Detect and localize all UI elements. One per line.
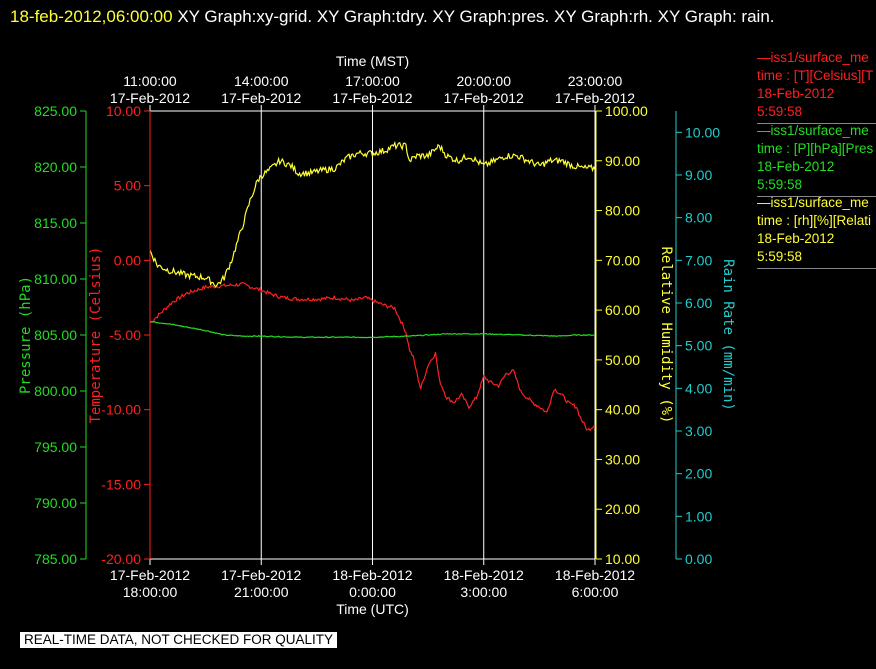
- legend-humidity-line4: 5:59:58: [757, 249, 803, 264]
- temperature-tick-label: -10.00: [101, 402, 141, 418]
- humidity-series-line: [149, 140, 596, 288]
- humidity-tick-label: 30.00: [605, 451, 640, 467]
- legend-separator: [757, 123, 876, 124]
- top-tick-time: 17:00:00: [345, 73, 400, 89]
- temperature-tick-label: -20.00: [101, 551, 141, 567]
- legend-pressure-line4: 5:59:58: [757, 177, 803, 192]
- top-tick-date: 17-Feb-2012: [110, 90, 190, 106]
- humidity-axis-label: Relative Humidity (%): [658, 246, 674, 423]
- top-tick-date: 17-Feb-2012: [221, 90, 301, 106]
- bottom-tick-date: 18-Feb-2012: [332, 567, 412, 583]
- temperature-tick-label: -5.00: [109, 327, 141, 343]
- legend-separator: [757, 196, 876, 197]
- humidity-tick-label: 10.00: [605, 551, 640, 567]
- bottom-tick-time: 21:00:00: [234, 584, 289, 600]
- rain-tick-label: 9.00: [685, 167, 712, 183]
- pressure-tick-label: 825.00: [34, 103, 77, 119]
- temperature-axis-label: Temperature (Celsius): [88, 246, 104, 423]
- rain-tick-label: 7.00: [685, 252, 712, 268]
- humidity-tick-label: 100.00: [605, 103, 648, 119]
- top-tick-time: 11:00:00: [123, 73, 177, 89]
- temperature-series-line: [149, 281, 596, 432]
- rain-tick-label: 10.00: [685, 124, 720, 140]
- top-tick-time: 23:00:00: [568, 73, 623, 89]
- legend-temperature-line3: 18-Feb-2012: [757, 86, 835, 101]
- bottom-tick-time: 3:00:00: [460, 584, 507, 600]
- rain-axis-label: Rain Rate (mm/min): [720, 259, 736, 411]
- legend-pressure-line2: time : [P][hPa][Pres: [757, 141, 874, 156]
- rain-tick-label: 5.00: [685, 338, 712, 354]
- pressure-tick-label: 820.00: [34, 159, 77, 175]
- pressure-series-line: [149, 321, 596, 339]
- pressure-tick-label: 795.00: [34, 439, 77, 455]
- humidity-tick-label: 40.00: [605, 402, 640, 418]
- legend-humidity: —iss1/surface_me time : [rh][%][Relati 1…: [757, 194, 876, 269]
- pressure-tick-label: 785.00: [34, 551, 77, 567]
- bottom-tick-time: 18:00:00: [123, 584, 178, 600]
- pressure-tick-label: 815.00: [34, 215, 77, 231]
- title-timestamp: 18-feb-2012,06:00:00: [10, 7, 173, 26]
- humidity-tick-label: 20.00: [605, 501, 640, 517]
- window-title: 18-feb-2012,06:00:00 XY Graph:xy-grid. X…: [10, 2, 850, 31]
- bottom-tick-date: 18-Feb-2012: [444, 567, 524, 583]
- legend-pressure-line1: —iss1/surface_me: [757, 123, 869, 138]
- legend-humidity-line1: —iss1/surface_me: [757, 195, 869, 210]
- temperature-tick-label: -15.00: [101, 476, 141, 492]
- legend-pressure-line3: 18-Feb-2012: [757, 159, 835, 174]
- humidity-tick-label: 80.00: [605, 203, 640, 219]
- quality-disclaimer: REAL-TIME DATA, NOT CHECKED FOR QUALITY: [20, 632, 338, 648]
- legend-humidity-line2: time : [rh][%][Relati: [757, 213, 872, 228]
- legend-humidity-line3: 18-Feb-2012: [757, 231, 835, 246]
- legend-temperature: —iss1/surface_me time : [T][Celsius][T 1…: [757, 49, 876, 124]
- rain-tick-label: 6.00: [685, 295, 712, 311]
- pressure-tick-label: 805.00: [34, 327, 77, 343]
- rain-tick-label: 8.00: [685, 210, 712, 226]
- title-graph-list: XY Graph:xy-grid. XY Graph:tdry. XY Grap…: [172, 7, 775, 26]
- bottom-tick-time: 6:00:00: [572, 584, 619, 600]
- bottom-tick-time: 0:00:00: [349, 584, 396, 600]
- rain-tick-label: 3.00: [685, 423, 712, 439]
- bottom-tick-date: 17-Feb-2012: [110, 567, 190, 583]
- legend-separator: [757, 268, 876, 269]
- rain-tick-label: 4.00: [685, 380, 712, 396]
- top-axis-label: Time (MST): [336, 53, 409, 69]
- pressure-tick-label: 800.00: [34, 383, 77, 399]
- pressure-axis-label: Pressure (hPa): [18, 276, 34, 394]
- humidity-tick-label: 70.00: [605, 252, 640, 268]
- pressure-tick-label: 810.00: [34, 271, 77, 287]
- temperature-tick-label: 5.00: [114, 178, 141, 194]
- humidity-tick-label: 60.00: [605, 302, 640, 318]
- legend-temperature-line2: time : [T][Celsius][T: [757, 68, 874, 83]
- legend-pressure: —iss1/surface_me time : [P][hPa][Pres 18…: [757, 122, 876, 197]
- top-tick-time: 14:00:00: [234, 73, 289, 89]
- rain-tick-label: 0.00: [685, 551, 712, 567]
- top-tick-date: 17-Feb-2012: [332, 90, 412, 106]
- humidity-tick-label: 90.00: [605, 153, 640, 169]
- temperature-tick-label: 0.00: [114, 252, 141, 268]
- rain-tick-label: 1.00: [685, 508, 712, 524]
- top-tick-date: 17-Feb-2012: [555, 90, 635, 106]
- top-tick-date: 17-Feb-2012: [444, 90, 524, 106]
- rain-tick-label: 2.00: [685, 466, 712, 482]
- humidity-tick-label: 50.00: [605, 352, 640, 368]
- legend-temperature-line1: —iss1/surface_me: [757, 50, 869, 65]
- top-tick-time: 20:00:00: [457, 73, 512, 89]
- bottom-tick-date: 17-Feb-2012: [221, 567, 301, 583]
- pressure-tick-label: 790.00: [34, 495, 77, 511]
- legend-temperature-line4: 5:59:58: [757, 104, 803, 119]
- temperature-tick-label: 10.00: [106, 103, 141, 119]
- bottom-tick-date: 18-Feb-2012: [555, 567, 635, 583]
- bottom-axis-label: Time (UTC): [336, 601, 409, 617]
